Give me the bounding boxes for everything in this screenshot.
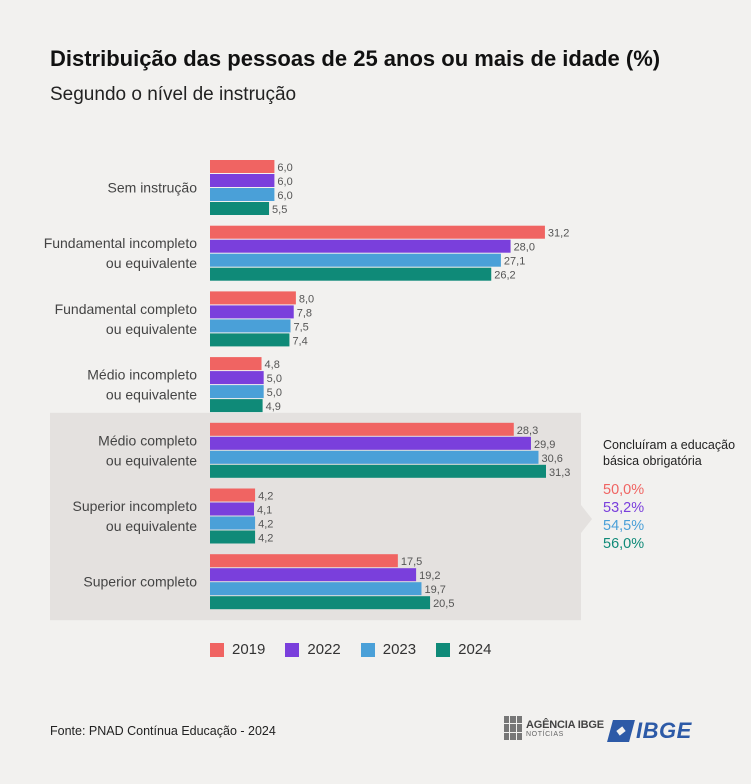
bar-label-2019-1: 31,2 bbox=[548, 228, 569, 240]
legend-item-2024: 2024 bbox=[436, 641, 492, 658]
bar-2024-3 bbox=[210, 399, 263, 413]
category-label-3: Médio incompleto bbox=[87, 367, 197, 383]
legend-label-2022: 2022 bbox=[307, 641, 341, 658]
chart-subtitle: Segundo o nível de instrução bbox=[50, 84, 297, 105]
bar-label-2019-2: 8,0 bbox=[299, 293, 314, 305]
bar-label-2022-6: 19,2 bbox=[419, 570, 440, 582]
category-label-1: ou equivalente bbox=[106, 255, 197, 271]
bar-2022-2 bbox=[210, 305, 294, 319]
agencia-logo-subtext: NOTÍCIAS bbox=[526, 730, 564, 738]
side-note-title: Concluíram a educação básica obrigatória bbox=[603, 438, 736, 468]
bar-2023-0 bbox=[210, 188, 275, 201]
category-label-3: ou equivalente bbox=[106, 387, 197, 403]
bar-label-2022-3: 5,0 bbox=[267, 373, 282, 385]
bar-label-2019-3: 4,8 bbox=[265, 359, 280, 371]
bar-2023-1 bbox=[210, 253, 501, 267]
bar-label-2023-5: 4,2 bbox=[258, 519, 273, 531]
bar-label-2022-0: 6,0 bbox=[277, 176, 292, 188]
bar-label-2022-4: 29,9 bbox=[534, 439, 555, 451]
legend-label-2024: 2024 bbox=[458, 641, 492, 658]
bar-label-2024-2: 7,4 bbox=[292, 335, 307, 347]
bar-2024-0 bbox=[210, 202, 270, 215]
bar-2019-2 bbox=[210, 291, 296, 305]
bar-label-2024-1: 26,2 bbox=[494, 270, 515, 282]
legend: 2019 2022 2023 2024 bbox=[210, 641, 492, 658]
bar-2024-4 bbox=[210, 464, 546, 478]
legend-item-2022: 2022 bbox=[285, 641, 341, 658]
category-label-5: Superior incompleto bbox=[72, 498, 197, 514]
legend-item-2019: 2019 bbox=[210, 641, 265, 658]
bar-2024-1 bbox=[210, 267, 492, 281]
category-label-2: ou equivalente bbox=[106, 321, 197, 337]
ibge-logo-icon bbox=[607, 720, 635, 742]
category-label-6: Superior completo bbox=[83, 574, 197, 590]
bar-2022-6 bbox=[210, 568, 417, 582]
bar-2022-4 bbox=[210, 436, 531, 450]
agencia-logo-icon bbox=[504, 716, 522, 740]
ibge-logo-text: IBGE bbox=[636, 718, 692, 743]
legend-swatch-2019 bbox=[210, 642, 224, 657]
bar-label-2023-4: 30,6 bbox=[541, 453, 562, 465]
bar-2019-4 bbox=[210, 422, 514, 436]
source-note: Fonte: PNAD Contínua Educação - 2024 bbox=[50, 724, 276, 738]
legend-swatch-2024 bbox=[436, 642, 451, 657]
chart-title: Distribuição das pessoas de 25 anos ou m… bbox=[50, 46, 661, 71]
bar-label-2024-5: 4,2 bbox=[258, 533, 273, 545]
side-note-values: 50,0% 53,2% 54,5% 56,0% bbox=[603, 481, 644, 553]
highlight-pointer bbox=[581, 505, 592, 533]
bar-2022-3 bbox=[210, 371, 264, 385]
bar-2023-5 bbox=[210, 516, 256, 530]
category-label-1: Fundamental incompleto bbox=[44, 235, 198, 251]
bar-label-2023-1: 27,1 bbox=[504, 256, 525, 268]
bar-label-2024-3: 4,9 bbox=[266, 401, 281, 413]
bar-label-2022-5: 4,1 bbox=[257, 505, 272, 517]
bar-label-2022-1: 28,0 bbox=[514, 242, 535, 254]
bar-2023-4 bbox=[210, 450, 539, 464]
legend-label-2023: 2023 bbox=[382, 641, 417, 658]
bar-label-2022-2: 7,8 bbox=[297, 307, 312, 319]
bar-2023-6 bbox=[210, 582, 422, 596]
side-value-2022: 53,2% bbox=[603, 500, 645, 516]
bar-2023-2 bbox=[210, 319, 291, 333]
bar-2019-0 bbox=[210, 160, 275, 173]
category-label-4: ou equivalente bbox=[106, 452, 197, 468]
bar-label-2024-6: 20,5 bbox=[433, 598, 454, 610]
legend-label-2019: 2019 bbox=[232, 641, 266, 658]
bar-label-2019-0: 6,0 bbox=[277, 162, 292, 174]
bar-2019-6 bbox=[210, 554, 398, 568]
category-label-5: ou equivalente bbox=[106, 518, 197, 534]
bar-label-2023-0: 6,0 bbox=[277, 190, 292, 202]
agencia-ibge-logo: AGÊNCIA IBGE NOTÍCIAS bbox=[504, 716, 604, 740]
bar-2019-5 bbox=[210, 488, 256, 502]
bar-label-2019-5: 4,2 bbox=[258, 491, 273, 503]
bar-label-2023-3: 5,0 bbox=[267, 387, 282, 399]
side-value-2023: 54,5% bbox=[603, 518, 645, 534]
side-value-2019: 50,0% bbox=[603, 482, 645, 498]
ibge-logo: IBGE bbox=[607, 718, 692, 744]
agencia-logo-text: AGÊNCIA IBGE bbox=[526, 718, 604, 731]
bar-2024-5 bbox=[210, 530, 256, 544]
legend-swatch-2023 bbox=[360, 642, 375, 657]
category-label-4: Médio completo bbox=[98, 432, 197, 448]
legend-swatch-2022 bbox=[285, 642, 300, 657]
bar-2022-1 bbox=[210, 239, 511, 253]
bar-2022-0 bbox=[210, 174, 275, 187]
bar-label-2023-6: 19,7 bbox=[424, 584, 445, 596]
bar-label-2019-6: 17,5 bbox=[401, 556, 422, 568]
bar-label-2024-4: 31,3 bbox=[549, 467, 570, 479]
bar-2024-6 bbox=[210, 596, 431, 610]
bar-label-2024-0: 5,5 bbox=[272, 204, 287, 216]
bar-label-2023-2: 7,5 bbox=[294, 321, 309, 333]
category-label-0: Sem instrução bbox=[108, 180, 198, 196]
bar-2024-2 bbox=[210, 333, 290, 347]
bar-2023-3 bbox=[210, 385, 264, 399]
bar-2022-5 bbox=[210, 502, 255, 516]
bar-2019-1 bbox=[210, 225, 545, 239]
bar-label-2019-4: 28,3 bbox=[517, 425, 538, 437]
side-value-2024: 56,0% bbox=[603, 536, 645, 552]
bar-2019-3 bbox=[210, 357, 262, 371]
legend-item-2023: 2023 bbox=[360, 641, 417, 658]
category-label-2: Fundamental completo bbox=[55, 301, 198, 317]
